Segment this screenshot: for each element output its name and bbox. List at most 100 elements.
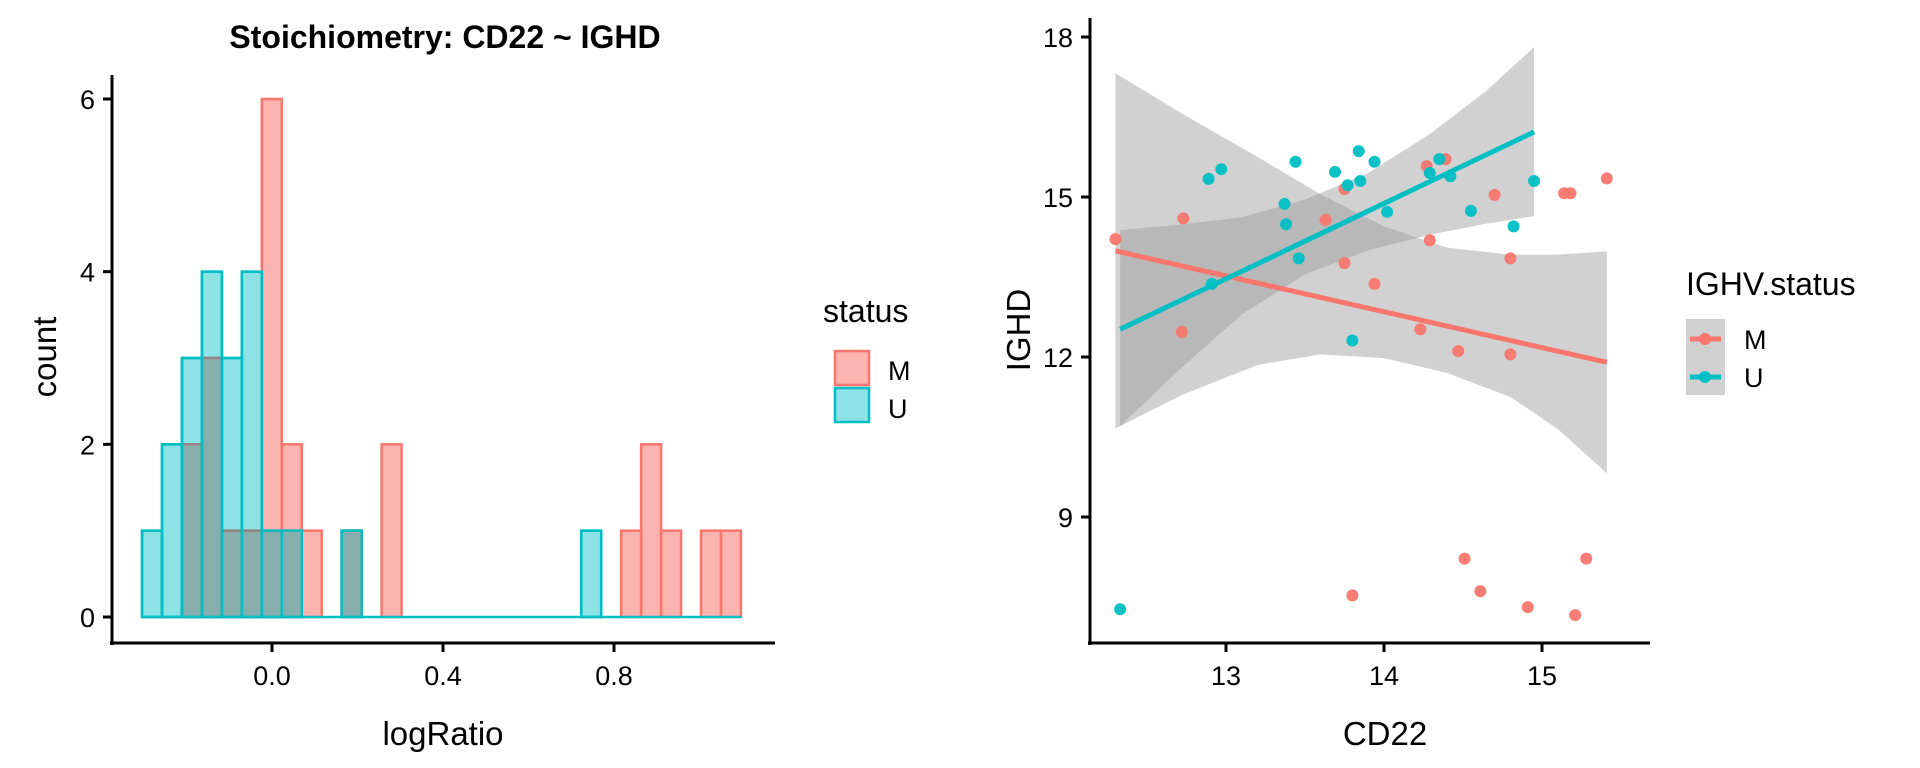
- histogram-bar-m: [619, 529, 643, 619]
- confidence-ribbon-u: [1120, 47, 1535, 427]
- histogram-overlap: [223, 532, 241, 617]
- scatter-point-m: [1504, 252, 1517, 265]
- histogram-y-ticks: 0 2 4 6: [80, 85, 112, 633]
- scatter-y-ticks: 9 12 15 18: [1043, 23, 1090, 533]
- scatter-point-u: [1346, 334, 1359, 347]
- scatter-point-u: [1528, 175, 1541, 187]
- histogram-bar-m: [719, 529, 743, 619]
- legend-swatch-m: [833, 349, 871, 387]
- regression-line-m: [1114, 248, 1608, 365]
- histogram-bar-u: [160, 443, 184, 619]
- scatter-point-u: [1292, 252, 1305, 265]
- scatter-point-m: [1177, 212, 1190, 225]
- scatter-y-tick-label: 18: [1043, 23, 1073, 53]
- histogram-y-tick-label: 4: [80, 258, 95, 288]
- scatter-point-u: [1352, 145, 1365, 158]
- scatter-panel: 9 12 15 18 13 14 15 CD22 IGHD IGHV.status M U: [1000, 18, 1856, 752]
- scatter-legend-title: IGHV.status: [1686, 266, 1856, 302]
- scatter-point-u: [1215, 163, 1228, 176]
- scatter-point-m: [1423, 234, 1436, 247]
- scatter-point-u: [1381, 205, 1394, 218]
- histogram-y-tick-label: 0: [80, 603, 95, 633]
- scatter-point-m: [1414, 323, 1427, 336]
- scatter-point-u: [1433, 153, 1446, 166]
- histogram-overlap: [203, 359, 221, 617]
- histogram-x-ticks: 0.0 0.4 0.8: [253, 643, 633, 691]
- confidence-ribbon-m: [1115, 73, 1607, 474]
- scatter-point-u: [1329, 165, 1342, 178]
- histogram-x-tick-label: 0.4: [424, 661, 462, 691]
- histogram-overlap: [283, 532, 301, 617]
- scatter-point-u: [1205, 277, 1218, 290]
- scatter-x-tick-label: 14: [1369, 661, 1399, 691]
- histogram-legend-title: status: [823, 293, 908, 329]
- histogram-x-tick-label: 0.8: [595, 661, 633, 691]
- scatter-point-u: [1289, 155, 1302, 168]
- scatter-point-m: [1346, 589, 1359, 602]
- legend-label-u: U: [888, 394, 908, 424]
- scatter-point-u: [1354, 175, 1367, 187]
- scatter-point-u: [1368, 155, 1381, 168]
- scatter-y-tick-label: 15: [1043, 183, 1073, 213]
- histogram-x-label: logRatio: [382, 715, 503, 752]
- scatter-point-m: [1368, 277, 1381, 290]
- histogram-bar-m: [699, 529, 723, 619]
- legend-swatch-u: [833, 386, 871, 424]
- scatter-x-tick-label: 13: [1211, 661, 1241, 691]
- scatter-point-m: [1175, 325, 1188, 338]
- scatter-point-m: [1319, 213, 1332, 226]
- histogram-bars: [140, 97, 743, 619]
- scatter-legend-label-m: M: [1744, 325, 1767, 355]
- histogram-bar-m: [380, 443, 403, 619]
- histogram-overlap: [343, 532, 361, 617]
- histogram-y-label: count: [26, 317, 63, 398]
- histogram-bar-u: [580, 529, 603, 619]
- scatter-legend: IGHV.status M U: [1686, 266, 1856, 395]
- histogram-bar-m: [659, 529, 683, 619]
- histogram-y-tick-label: 6: [80, 85, 95, 115]
- histogram-overlap: [183, 445, 201, 617]
- legend-point-u: [1699, 371, 1711, 383]
- scatter-point-u: [1202, 172, 1215, 185]
- histogram-legend: status M U: [823, 293, 911, 424]
- scatter-point-m: [1564, 187, 1577, 200]
- scatter-point-u: [1464, 204, 1477, 217]
- scatter-point-u: [1507, 220, 1520, 233]
- histogram-bar-m: [300, 529, 323, 619]
- scatter-x-tick-label: 15: [1527, 661, 1557, 691]
- scatter-point-m: [1474, 585, 1487, 598]
- scatter-y-tick-label: 12: [1043, 343, 1073, 373]
- histogram-bar-m: [639, 443, 663, 619]
- confidence-ribbons: [1115, 47, 1607, 474]
- histogram-overlap: [263, 532, 281, 617]
- scatter-point-m: [1109, 233, 1122, 246]
- scatter-point-u: [1280, 218, 1293, 231]
- scatter-point-m: [1458, 552, 1471, 565]
- scatter-point-u: [1423, 167, 1436, 179]
- scatter-x-label: CD22: [1343, 715, 1427, 752]
- scatter-point-u: [1278, 197, 1291, 210]
- scatter-x-ticks: 13 14 15: [1211, 643, 1557, 691]
- histogram-x-tick-label: 0.0: [253, 661, 291, 691]
- scatter-point-m: [1580, 552, 1593, 565]
- histogram-y-tick-label: 2: [80, 430, 95, 460]
- histogram-overlap: [243, 532, 261, 617]
- scatter-points: [1109, 145, 1613, 622]
- scatter-legend-label-u: U: [1744, 363, 1764, 393]
- scatter-point-m: [1338, 257, 1351, 270]
- scatter-y-label: IGHD: [1000, 289, 1037, 372]
- scatter-point-u: [1444, 170, 1457, 183]
- scatter-point-m: [1569, 609, 1582, 622]
- scatter-point-m: [1452, 345, 1465, 358]
- legend-key-background: [1686, 319, 1725, 395]
- regression-line-u: [1119, 129, 1536, 332]
- scatter-point-m: [1521, 601, 1534, 614]
- legend-point-m: [1699, 333, 1711, 345]
- scatter-y-tick-label: 9: [1058, 503, 1073, 533]
- histogram-title: Stoichiometry: CD22 ~ IGHD: [229, 19, 660, 55]
- scatter-point-u: [1114, 603, 1127, 616]
- scatter-point-m: [1600, 172, 1613, 185]
- regression-lines: [1114, 129, 1608, 365]
